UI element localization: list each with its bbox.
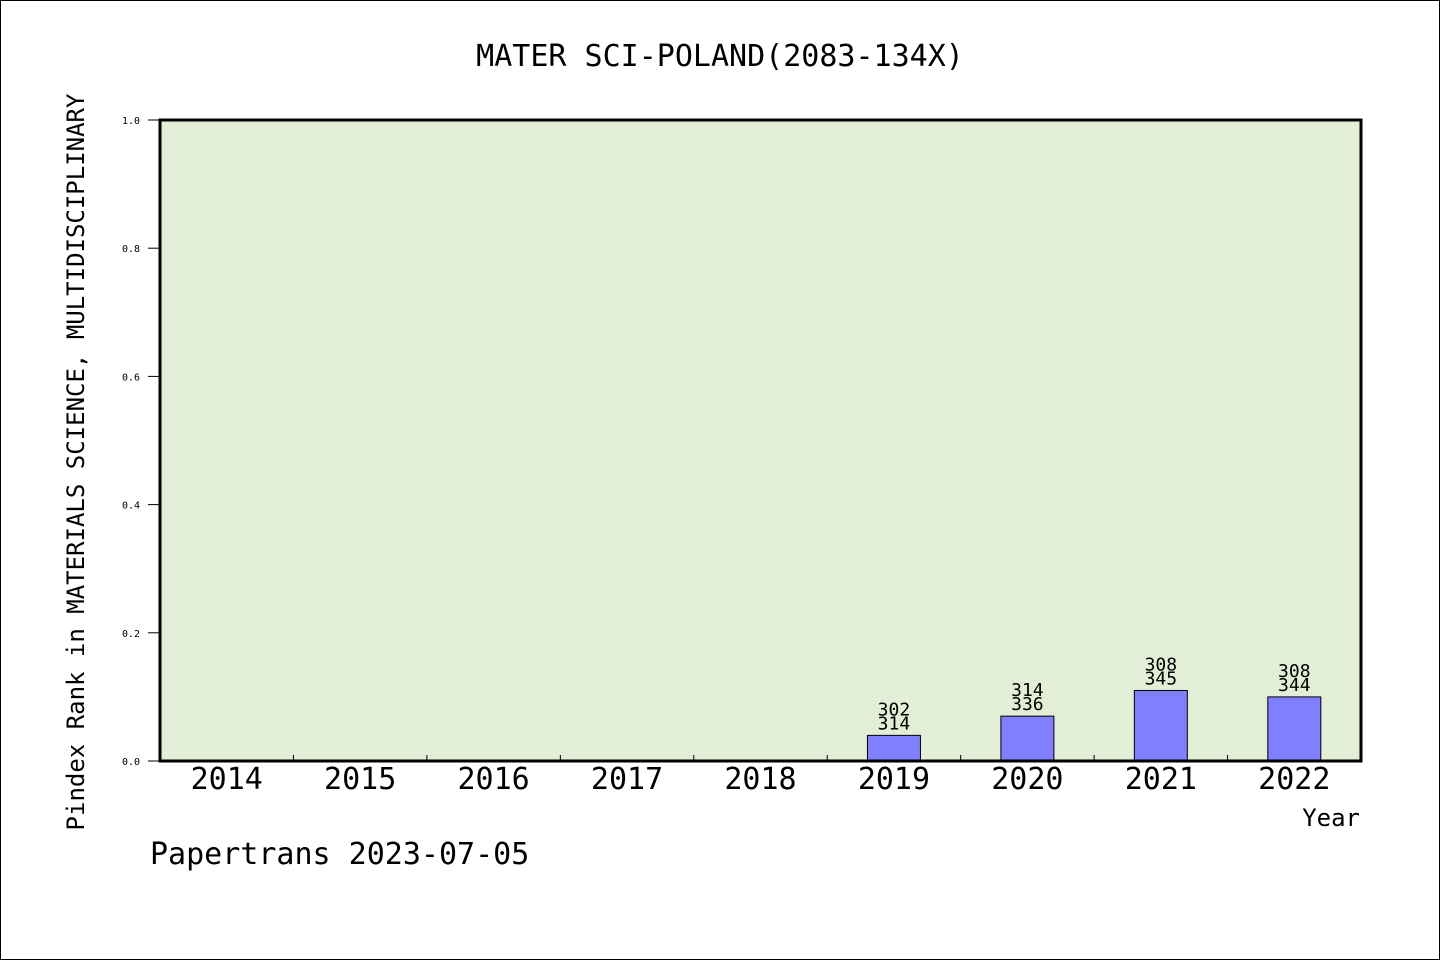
bar-total-label: 345 — [1145, 668, 1178, 689]
bar — [1133, 689, 1188, 762]
x-tick-labels: 2014 2015 2016 2017 2018 2019 2020 2021 2022 — [191, 762, 1331, 797]
x-tick-label: 2018 — [724, 762, 796, 797]
x-tick-label: 2022 — [1258, 762, 1330, 797]
bar — [1267, 696, 1322, 762]
x-axis-label: Year — [1302, 804, 1360, 832]
bar-total-label: 314 — [878, 713, 911, 734]
bar — [866, 734, 921, 762]
bar-rank-label: 314 — [1011, 680, 1044, 701]
bar-rank-label: 308 — [1145, 654, 1178, 675]
y-tick-label: 0.0 — [122, 757, 140, 768]
bar-total-label: 336 — [1011, 694, 1044, 715]
x-tick-label: 2015 — [324, 762, 396, 797]
x-tick-label: 2020 — [991, 762, 1063, 797]
y-axis-label: Pindex Rank in MATERIALS SCIENCE, MULTID… — [62, 93, 90, 830]
plot-border — [158, 118, 1363, 763]
y-tick-label: 0.4 — [122, 501, 140, 512]
footer-credit: Papertrans 2023-07-05 — [150, 837, 529, 872]
y-tick-label: 0.8 — [122, 244, 140, 255]
x-tick-label: 2014 — [191, 762, 263, 797]
y-tick-labels: 0.0 0.2 0.4 0.6 0.8 1.0 — [122, 116, 140, 768]
bar-total-label: 344 — [1278, 675, 1311, 696]
x-tick-label: 2017 — [591, 762, 663, 797]
y-tick-label: 1.0 — [122, 116, 140, 127]
x-tick-label: 2021 — [1125, 762, 1197, 797]
y-tick-label: 0.2 — [122, 629, 140, 640]
x-tick-label: 2016 — [457, 762, 529, 797]
bar-rank-label: 302 — [878, 699, 911, 720]
chart-title: MATER SCI-POLAND(2083-134X) — [476, 39, 964, 74]
bar — [1000, 715, 1055, 762]
plot-area — [160, 120, 1361, 761]
x-tick-label: 2019 — [858, 762, 930, 797]
bar-rank-label: 308 — [1278, 661, 1311, 682]
y-tick-label: 0.6 — [122, 372, 140, 383]
